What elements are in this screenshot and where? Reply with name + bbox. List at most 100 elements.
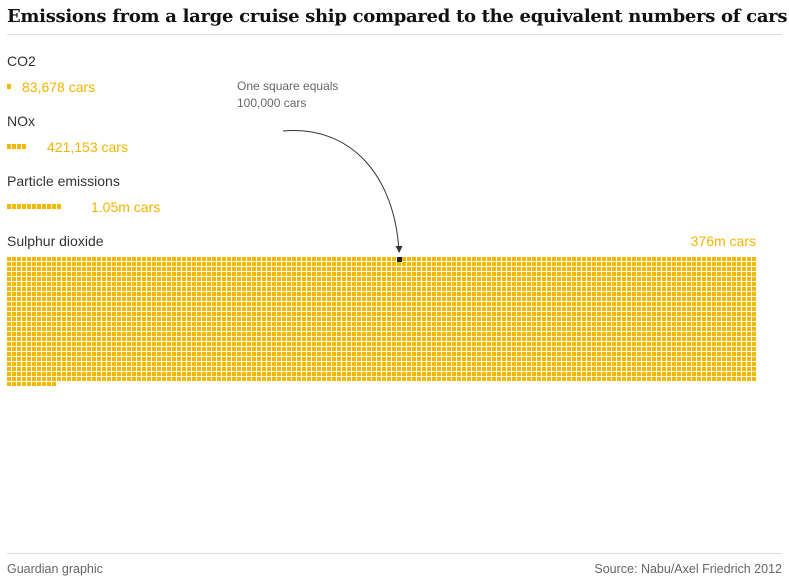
grid-seam-col [281,257,282,382]
grid-seam-col [536,257,537,382]
sulphur-dioxide-grid [7,257,757,387]
grid-seam-col [131,257,132,382]
grid-seam-col [196,257,197,382]
grid-seam-col [296,257,297,382]
grid-seam-row [7,351,757,352]
grid-seam-col [146,257,147,382]
grid-seam-col [371,257,372,382]
grid-seam-col [321,257,322,382]
grid-seam-col [431,257,432,382]
grid-seam-col [401,257,402,382]
grid-seam-row [7,361,757,362]
grid-seam-col [96,257,97,382]
square-2-10 [57,204,61,209]
square-1-2 [17,144,21,149]
grid-seam-col [656,257,657,382]
grid-seam-col [91,257,92,382]
grid-seam-col [301,257,302,382]
grid-seam-col [696,257,697,382]
grid-seam-col [651,257,652,382]
square-2-2 [17,204,21,209]
grid-seam-col [701,257,702,382]
grid-seam-col [181,257,182,382]
grid-seam-col [156,257,157,382]
particle-label: Particle emissions [7,173,120,189]
co2-label: CO2 [7,53,36,69]
grid-seam-col [691,257,692,382]
grid-seam-row [7,346,757,347]
grid-seam-col [116,257,117,382]
grid-seam-col [666,257,667,382]
grid-seam-col [176,257,177,382]
grid-seam-col [151,257,152,382]
grid-seam-row [7,296,757,297]
grid-seam-col [641,257,642,382]
grid-seam-col [546,257,547,382]
grid-seam-col [426,257,427,382]
grid-seam-col [481,257,482,382]
grid-seam-col [141,257,142,382]
grid-seam-col [311,257,312,382]
grid-seam-col [271,257,272,382]
grid-seam-col [476,257,477,382]
grid-seam-col [551,257,552,382]
square-0-0 [7,84,11,89]
grid-seam-col [571,257,572,382]
grid-seam-col [336,257,337,382]
grid-seam-col [306,257,307,382]
square-1-0 [7,144,11,149]
square-2-5 [32,204,36,209]
square-2-8 [47,204,51,209]
co2-value: 83,678 cars [22,79,96,95]
grid-seam-col [221,257,222,382]
grid-seam-row [7,331,757,332]
grid-seam-col [556,257,557,382]
grid-seam-col [161,257,162,382]
grid-seam-col [596,257,597,382]
grid-seam-col [661,257,662,382]
nox-label: NOx [7,113,35,129]
grid-seam-col [86,257,87,382]
grid-seam-row [7,291,757,292]
grid-seam-row [7,276,757,277]
grid-seam-row [7,366,757,367]
grid-seam-col [491,257,492,382]
grid-seam-col [566,257,567,382]
grid-seam-col [286,257,287,382]
grid-seam-row [7,311,757,312]
square-2-4 [27,204,31,209]
grid-seam-col [386,257,387,382]
grid-seam-col [581,257,582,382]
annotation-arrow [282,130,400,253]
grid-seam-col [461,257,462,382]
grid-seam-col [171,257,172,382]
small-row-squares [7,84,61,209]
grid-seam-col [261,257,262,382]
grid-seam-col [711,257,712,382]
grid-seam-col [111,257,112,382]
source-note: Source: Nabu/Axel Friedrich 2012 [594,562,782,576]
grid-seam-col [471,257,472,382]
grid-seam-col [541,257,542,382]
grid-seam-col [101,257,102,382]
grid-seam-col [201,257,202,382]
grid-seam-col [631,257,632,382]
grid-seam-col [206,257,207,382]
grid-seam-col [61,257,62,382]
grid-seam-col [466,257,467,382]
grid-seam-col [621,257,622,382]
grid-seam-col [291,257,292,382]
grid-seam-col [126,257,127,382]
grid-seam-col [316,257,317,382]
nox-value: 421,153 cars [47,139,128,155]
grid-seam-col [381,257,382,382]
grid-seam-col [726,257,727,382]
grid-seam-col [531,257,532,382]
grid-seam-col [636,257,637,382]
grid-seam-col [186,257,187,382]
grid-seam-col [341,257,342,382]
grid-seam-col [256,257,257,382]
grid-seam-row [7,286,757,287]
grid-seam-col [266,257,267,382]
